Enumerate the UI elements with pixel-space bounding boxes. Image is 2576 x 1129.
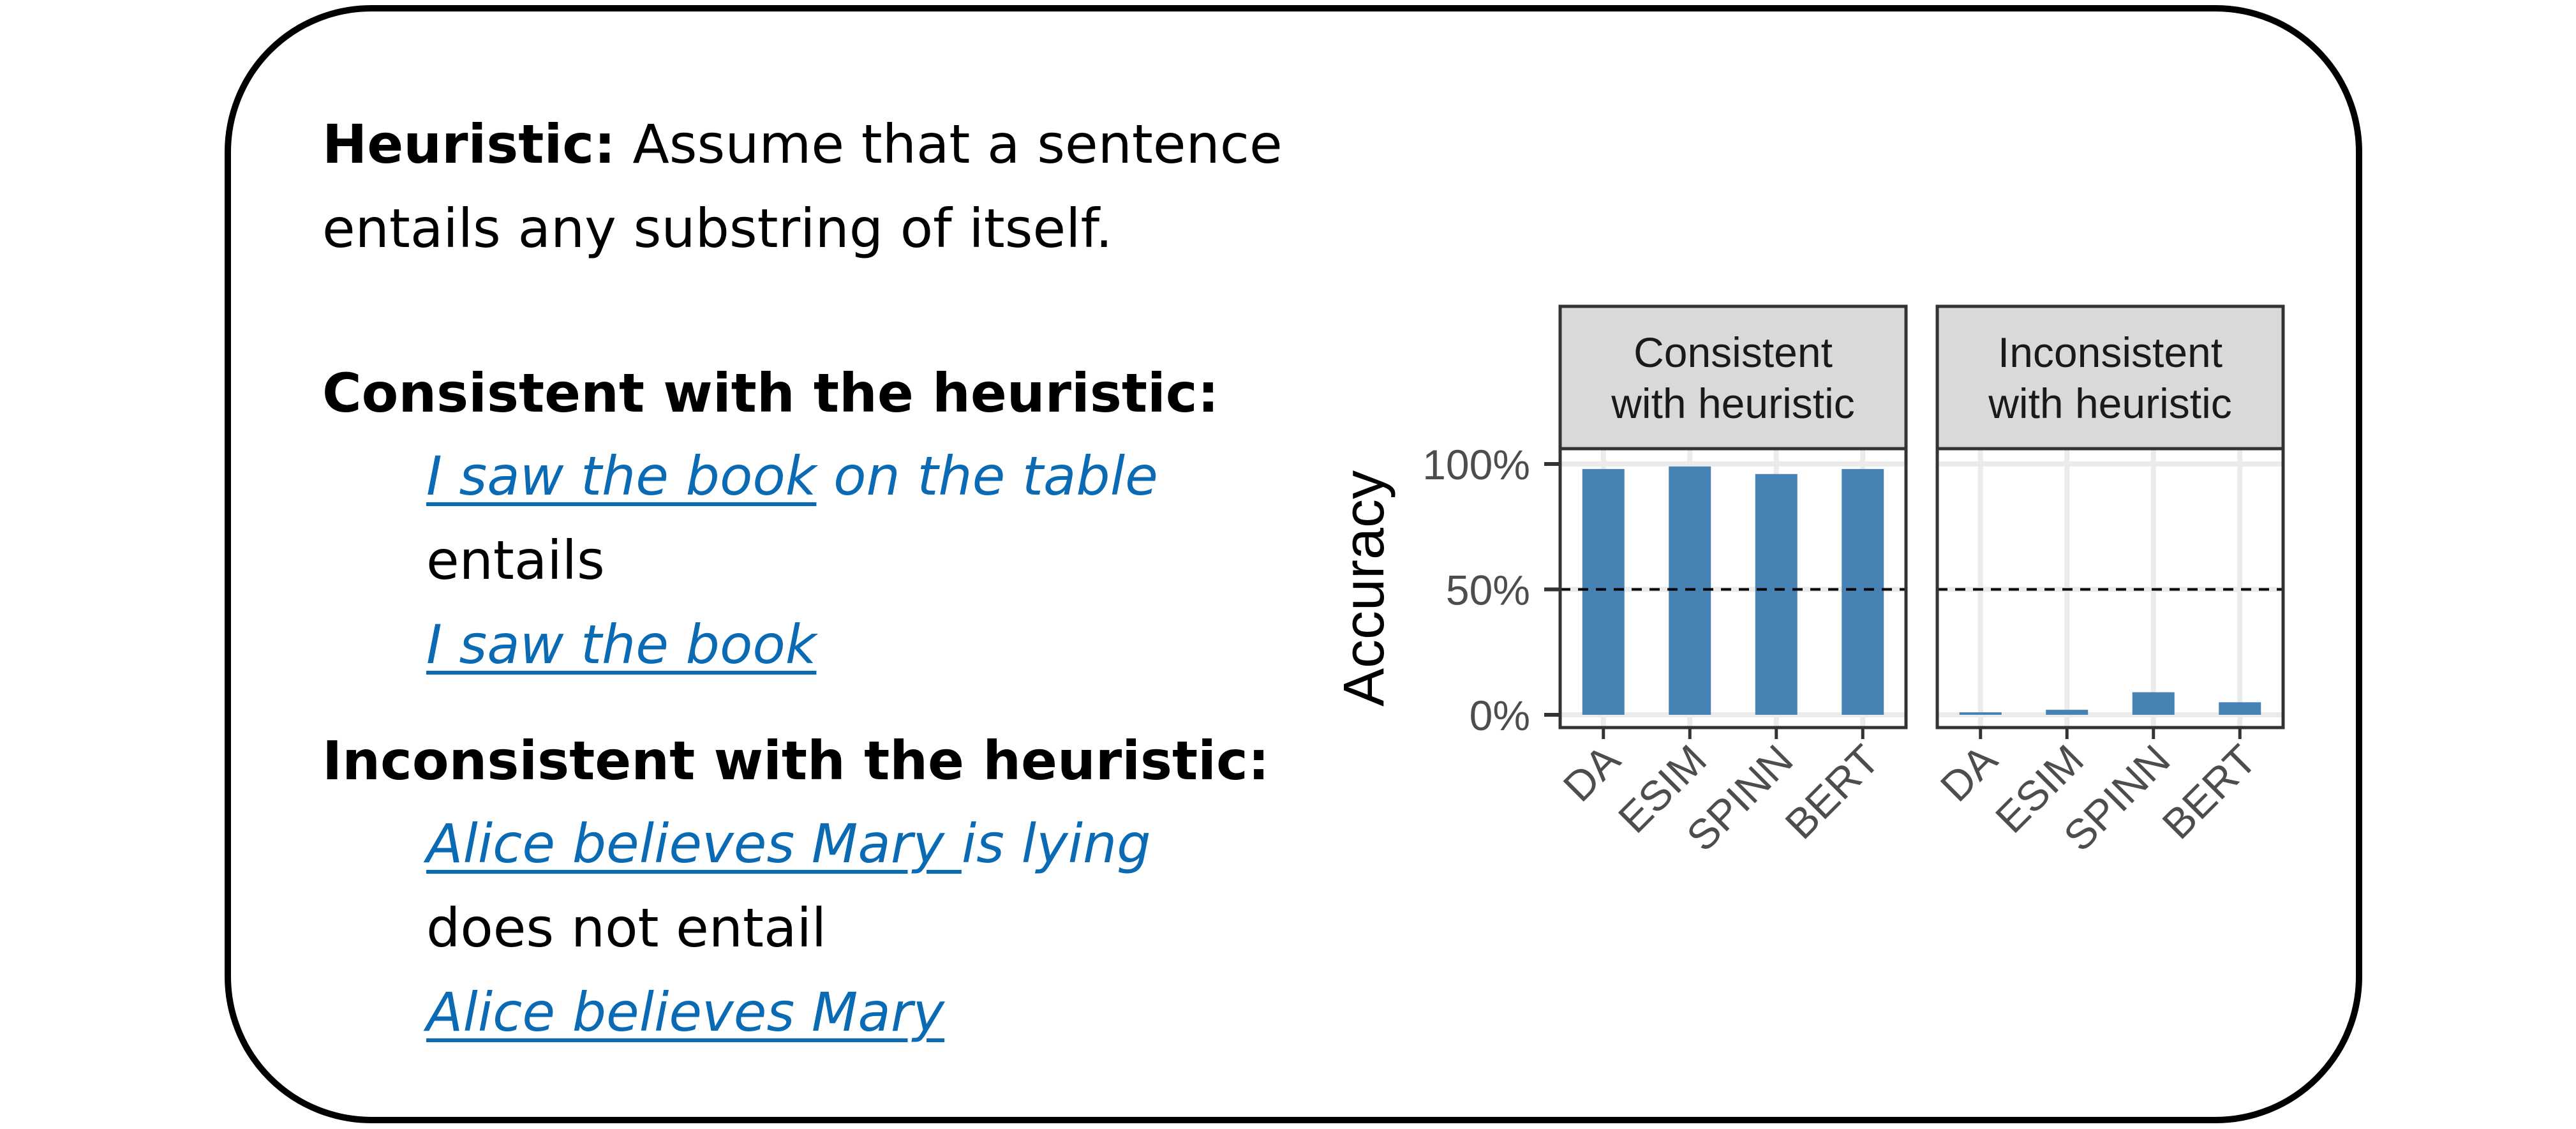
y-tick-label: 50% <box>1446 567 1530 614</box>
consistent-hypothesis-text: I saw the book <box>426 613 817 676</box>
inconsistent-premise: Alice believes Mary is lying <box>426 805 1151 882</box>
y-tick-label: 100% <box>1422 441 1530 488</box>
inconsistent-hypothesis: Alice believes Mary <box>426 974 944 1050</box>
facet-strip <box>1558 304 1908 451</box>
y-tick-label: 0% <box>1470 692 1530 739</box>
panel-border <box>1935 447 2285 729</box>
consistent-premise-substring: I saw the book <box>426 445 817 507</box>
facet-title-line-1: Inconsistent <box>1998 329 2222 376</box>
heuristic-line-1: Heuristic: Assume that a sentence <box>322 106 1283 183</box>
consistent-premise-rest: on the table <box>816 445 1158 507</box>
facet-title-line-2: with heuristic <box>1611 380 1854 427</box>
bar-spinn <box>1755 474 1798 715</box>
bar-esim <box>2046 710 2088 715</box>
heuristic-description-1: Assume that a sentence <box>632 113 1283 176</box>
facet-title-line-1: Consistent <box>1634 329 1833 376</box>
heuristic-label: Heuristic: <box>322 113 616 176</box>
inconsistent-relation: does not entail <box>426 897 827 959</box>
inconsistent-hypothesis-text: Alice believes Mary <box>426 981 945 1043</box>
consistent-premise: I saw the book on the table <box>426 438 1158 514</box>
bar-bert <box>2219 702 2261 715</box>
panel-border <box>1558 447 1908 729</box>
inconsistent-premise-substring: Alice believes Mary <box>426 812 962 875</box>
heuristic-line-2: entails any substring of itself. <box>322 197 1113 260</box>
inconsistent-heading: Inconsistent with the heuristic: <box>322 729 1270 792</box>
facet-title-line-2: with heuristic <box>1988 380 2231 427</box>
bar-da <box>1582 468 1625 715</box>
x-tick-label: BERT <box>2153 736 2265 848</box>
bar-da <box>1959 712 2002 715</box>
consistent-heading: Consistent with the heuristic: <box>322 362 1219 424</box>
bar-spinn <box>2132 692 2175 715</box>
consistent-relation: entails <box>426 529 605 592</box>
consistent-hypothesis: I saw the book <box>426 606 816 683</box>
y-axis-label: Accuracy <box>1332 470 1396 707</box>
facet-strip <box>1935 304 2285 451</box>
bar-bert <box>1842 468 1884 715</box>
inconsistent-premise-rest: is lying <box>961 812 1151 875</box>
x-tick-label: BERT <box>1776 736 1888 848</box>
